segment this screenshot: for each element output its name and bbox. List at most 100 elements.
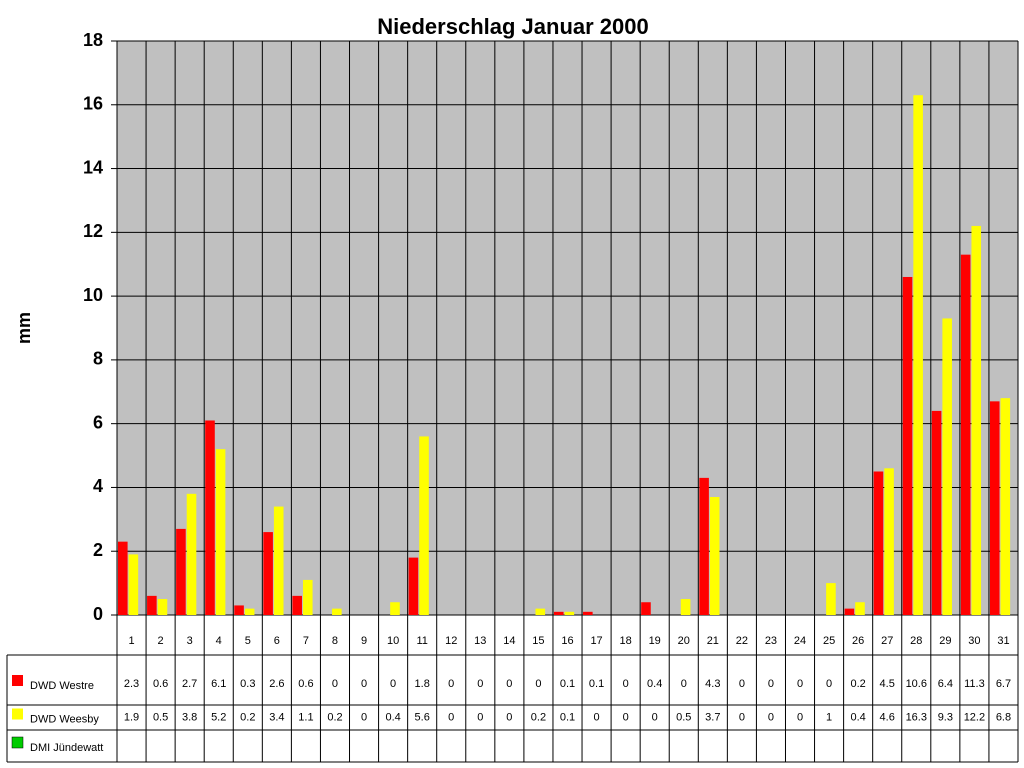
x-tick-label: 16 [561,635,573,647]
bar [205,420,215,615]
table-value: 0 [681,678,687,690]
legend-swatch [12,675,23,686]
table-value: 0 [448,678,454,690]
bar [902,276,913,615]
legend-swatch [12,708,23,720]
table-value: 6.1 [211,678,226,690]
table-value: 0 [768,678,774,690]
bar [535,608,546,615]
x-tick-label: 22 [736,635,748,647]
y-tick-label: 12 [83,221,103,241]
table-value: 0 [448,711,454,723]
bar [942,318,952,615]
table-value: 3.4 [269,711,284,723]
bar [302,579,313,615]
bar [989,401,1000,615]
table-value: 0.6 [153,678,168,690]
table-value: 0 [739,678,745,690]
table-value: 0 [623,711,629,723]
bar [419,436,429,615]
table-value: 0.3 [240,678,255,690]
table-value: 4.3 [705,678,720,690]
x-tick-label: 2 [158,635,164,647]
table-value: 16.3 [906,711,927,723]
table-value: 0.4 [385,711,400,723]
table-value: 0 [390,678,396,690]
x-tick-label: 8 [332,635,338,647]
x-tick-label: 4 [216,635,222,647]
bar [564,611,575,615]
table-value: 0.1 [560,678,575,690]
y-tick-label: 8 [93,349,103,369]
y-tick-label: 14 [83,157,103,177]
legend-swatch [11,736,24,749]
table-value: 0.5 [676,711,691,723]
bar [332,608,342,615]
table-value: 0 [652,711,658,723]
x-tick-label: 14 [503,635,515,647]
table-value: 1.9 [124,711,139,723]
x-tick-label: 12 [445,635,457,647]
x-tick-label: 18 [620,635,632,647]
table-value: 0.5 [153,711,168,723]
table-value: 12.2 [964,711,985,723]
table-value: 0.1 [589,678,604,690]
x-tick-label: 24 [794,635,806,647]
table-value: 0 [477,711,483,723]
bar [913,95,923,615]
table-value: 0.4 [850,711,865,723]
table-value: 0 [797,711,803,723]
bar [553,611,564,615]
chart-title: Niederschlag Januar 2000 [377,14,648,39]
bar [408,557,419,615]
y-axis-label: mm [14,312,34,344]
x-tick-label: 3 [187,635,193,647]
table-value: 10.6 [906,678,927,690]
table-value: 0.2 [531,711,546,723]
bar [971,225,982,615]
x-tick-label: 21 [707,635,719,647]
table-value: 0 [477,678,483,690]
x-tick-label: 1 [128,635,134,647]
bar [709,497,720,615]
x-tick-label: 11 [416,635,427,647]
bar [157,599,168,615]
table-value: 3.8 [182,711,197,723]
table-value: 5.2 [211,711,226,723]
x-tick-label: 25 [823,635,835,647]
x-tick-label: 5 [245,635,251,647]
bar [147,595,157,615]
bar [680,599,691,615]
table-value: 0 [535,678,541,690]
table-value: 0.4 [647,678,662,690]
x-tick-label: 10 [387,635,399,647]
bar [873,471,884,615]
bar [960,254,971,615]
table-value: 0 [826,678,832,690]
legend-label: DWD Westre [30,680,94,692]
bar [931,410,942,615]
legend-label: DWD Weesby [30,713,99,725]
table-value: 1 [826,711,832,723]
bar [641,602,651,615]
x-tick-label: 15 [532,635,544,647]
y-tick-label: 10 [83,285,103,305]
bar [583,611,593,615]
x-tick-label: 20 [678,635,690,647]
table-value: 3.7 [705,711,720,723]
x-tick-label: 7 [303,635,309,647]
table-value: 0 [768,711,774,723]
bar [884,468,894,615]
table-value: 0 [506,678,512,690]
table-value: 0 [739,711,745,723]
bar [390,602,400,615]
table-value: 0 [594,711,600,723]
y-tick-label: 6 [93,412,103,432]
x-tick-label: 6 [274,635,280,647]
y-tick-label: 4 [93,476,103,496]
bar [234,605,244,615]
table-value: 2.6 [269,678,284,690]
table-value: 0.2 [850,678,865,690]
x-tick-label: 26 [852,635,864,647]
